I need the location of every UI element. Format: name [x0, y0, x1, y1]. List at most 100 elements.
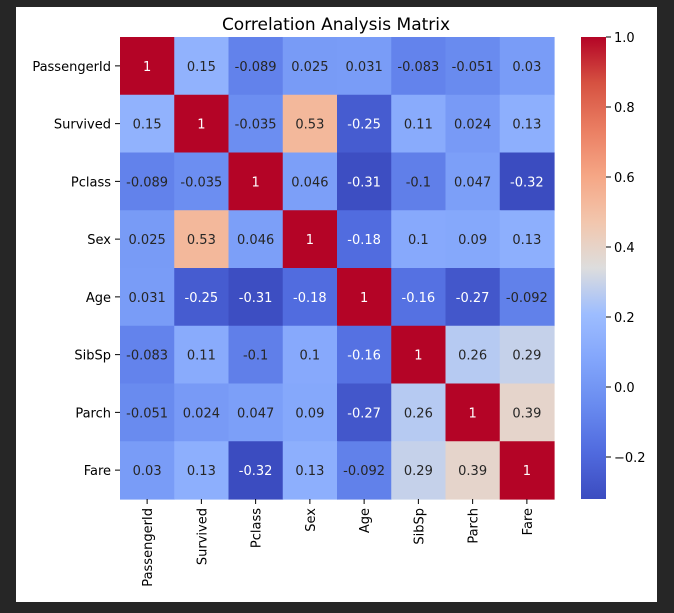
- cell-annotation: -0.27: [456, 291, 490, 306]
- y-tick-labels: PassengerId Survived Pclass Sex Age SibSp Parc…: [32, 60, 120, 479]
- x-tick-labels: PassengerId Survived Pclass Sex Age SibSp Parc…: [141, 499, 536, 587]
- heatmap-cell: [228, 37, 284, 96]
- cell-annotation: -0.1: [406, 175, 431, 190]
- heatmap-cell: [174, 210, 230, 269]
- y-tick-label: Sex: [87, 233, 111, 248]
- cell-annotation: -0.1: [243, 349, 268, 364]
- cell-annotation: 0.11: [187, 349, 216, 364]
- cell-annotation: 0.031: [346, 60, 383, 75]
- cell-annotation: 0.26: [404, 406, 433, 421]
- cell-annotation: 0.15: [133, 118, 162, 133]
- x-tick-label: Survived: [195, 508, 210, 565]
- heatmap-cell: [282, 210, 338, 269]
- heatmap-cell: [445, 325, 501, 385]
- heatmap-cell: [337, 383, 392, 442]
- heatmap-cell: [120, 210, 175, 269]
- heatmap-cell: [228, 268, 284, 327]
- cell-annotation: 0.13: [512, 118, 541, 133]
- cell-annotation: 0.024: [454, 118, 491, 133]
- cell-annotation: -0.32: [510, 175, 544, 190]
- colorbar-tick-label: 1.0: [614, 31, 635, 46]
- x-tick-label: SibSp: [412, 508, 427, 545]
- heatmap-cell: [120, 441, 175, 500]
- heatmap-cell: [445, 152, 501, 211]
- cell-annotation: 1: [360, 291, 368, 306]
- colorbar-tick-label: −0.2: [614, 451, 646, 466]
- cell-annotation: 0.031: [129, 291, 166, 306]
- cell-annotation: 0.13: [187, 464, 216, 479]
- heatmap-cell: [337, 152, 392, 211]
- heatmap-cell: [499, 152, 555, 211]
- heatmap-cell: [282, 441, 338, 500]
- heatmap-cell: [337, 210, 392, 269]
- heatmap-cell: [120, 37, 175, 96]
- cell-annotation: 0.025: [129, 233, 166, 248]
- y-tick-label: Parch: [75, 406, 111, 421]
- cell-annotation: 0.39: [512, 406, 541, 421]
- heatmap-cell: [120, 325, 175, 385]
- y-tick-label: SibSp: [74, 349, 111, 364]
- cell-annotation: -0.25: [347, 118, 381, 133]
- heatmap-cell: [391, 152, 447, 211]
- heatmap-cell: [174, 383, 230, 442]
- heatmap-cell: [228, 441, 284, 500]
- y-tick-label: Fare: [84, 464, 111, 479]
- chart-title: Correlation Analysis Matrix: [222, 15, 450, 35]
- heatmap-cell: [228, 152, 284, 211]
- heatmap-cell: [499, 37, 555, 96]
- cell-annotation: 0.024: [183, 406, 220, 421]
- heatmap-cell: [174, 152, 230, 211]
- cell-annotation: -0.32: [239, 464, 273, 479]
- cell-annotation: -0.31: [239, 291, 273, 306]
- cell-annotation: -0.089: [126, 175, 168, 190]
- heatmap-cell: [391, 268, 447, 327]
- cell-annotation: -0.31: [347, 175, 381, 190]
- heatmap-cell: [499, 441, 555, 500]
- cell-annotation: 0.13: [295, 464, 324, 479]
- cell-annotation: 1: [523, 464, 531, 479]
- cell-annotation: 0.26: [458, 349, 487, 364]
- heatmap-cell: [174, 268, 230, 327]
- heatmap-cell: [174, 94, 230, 154]
- cell-annotation: 1: [143, 60, 151, 75]
- cell-annotation: -0.083: [397, 60, 439, 75]
- heatmap-cell: [337, 325, 392, 385]
- heatmap-cell: [499, 210, 555, 269]
- cell-annotation: -0.083: [126, 349, 168, 364]
- cell-annotation: 0.09: [295, 406, 324, 421]
- heatmap-cell: [499, 268, 555, 327]
- cell-annotation: 0.29: [404, 464, 433, 479]
- heatmap-cell: [445, 94, 501, 154]
- heatmap-cell: [282, 152, 338, 211]
- heatmap-cell: [120, 94, 175, 154]
- heatmap-cell: [445, 37, 501, 96]
- heatmap-cell: [445, 383, 501, 442]
- cell-annotation: -0.27: [347, 406, 381, 421]
- heatmap-cell: [391, 37, 447, 96]
- y-tick-label: PassengerId: [32, 60, 111, 75]
- colorbar-tick-label: 0.0: [614, 381, 635, 396]
- cell-annotation: -0.16: [347, 349, 381, 364]
- cell-annotation: -0.18: [347, 233, 381, 248]
- heatmap-cell: [337, 94, 392, 154]
- cell-annotation: 0.03: [512, 60, 541, 75]
- figure-canvas: Correlation Analysis Matrix 1 0.15 -0.089 0…: [16, 7, 657, 602]
- cell-annotation: 1: [197, 118, 205, 133]
- y-tick-label: Age: [86, 291, 111, 306]
- cell-annotation: 0.39: [458, 464, 487, 479]
- heatmap-cell: [174, 325, 230, 385]
- heatmap-cell: [120, 383, 175, 442]
- cell-annotation: 0.11: [404, 118, 433, 133]
- heatmap-cell: [499, 325, 555, 385]
- cell-annotation: -0.092: [343, 464, 385, 479]
- correlation-heatmap: Correlation Analysis Matrix 1 0.15 -0.089 0…: [32, 15, 646, 587]
- heatmap-cell: [174, 441, 230, 500]
- cell-annotation: 0.53: [295, 118, 324, 133]
- heatmap-cell: [337, 268, 392, 327]
- cell-annotations: 1 0.15 -0.089 0.025 0.031 -0.083 -0.051 0.030.1…: [126, 60, 548, 479]
- cell-annotation: 1: [468, 406, 476, 421]
- heatmap-cell: [228, 383, 284, 442]
- heatmap-cell: [391, 441, 447, 500]
- heatmap-cell: [337, 441, 392, 500]
